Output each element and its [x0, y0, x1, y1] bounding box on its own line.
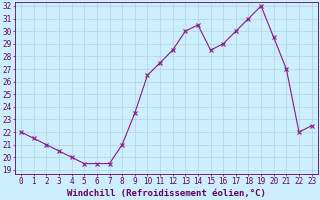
X-axis label: Windchill (Refroidissement éolien,°C): Windchill (Refroidissement éolien,°C): [67, 189, 266, 198]
